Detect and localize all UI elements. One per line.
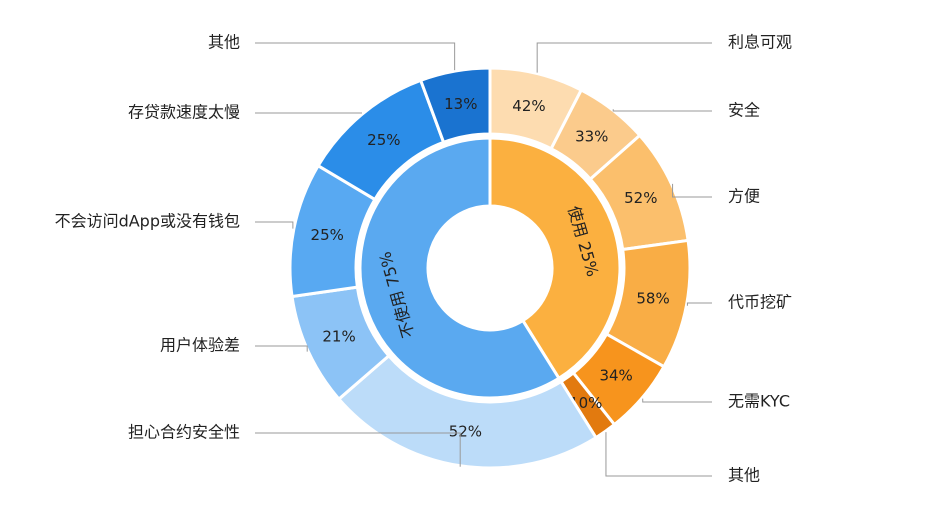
leader-line (687, 303, 712, 306)
category-label: 利息可观 (728, 33, 792, 52)
value-label: 52% (449, 423, 482, 441)
category-label: 不会访问dApp或没有钱包 (55, 212, 240, 231)
category-label: 代币挖矿 (728, 293, 792, 312)
value-label: 33% (575, 127, 608, 145)
leader-line (613, 109, 712, 111)
value-label: 13% (444, 95, 477, 113)
value-label: 25% (311, 226, 344, 244)
category-label: 存贷款速度太慢 (128, 103, 240, 122)
leader-line (255, 222, 293, 229)
value-label: 42% (512, 97, 545, 115)
leader-line (673, 184, 712, 197)
value-label: 21% (322, 328, 355, 346)
category-label: 其他 (728, 466, 760, 485)
leader-line (255, 43, 455, 70)
value-label: 58% (636, 290, 669, 308)
leader-line (606, 432, 712, 476)
category-label: 方便 (728, 187, 760, 206)
value-label: 34% (599, 366, 632, 384)
category-label: 担心合约安全性 (128, 423, 240, 442)
category-label: 安全 (728, 101, 760, 120)
value-label: 52% (624, 189, 657, 207)
category-label: 其他 (208, 33, 240, 52)
value-label: 25% (367, 131, 400, 149)
category-label: 无需KYC (728, 392, 790, 411)
category-label: 用户体验差 (160, 336, 240, 355)
leader-line (537, 43, 712, 73)
leader-line (643, 399, 712, 402)
leader-line (255, 346, 307, 352)
